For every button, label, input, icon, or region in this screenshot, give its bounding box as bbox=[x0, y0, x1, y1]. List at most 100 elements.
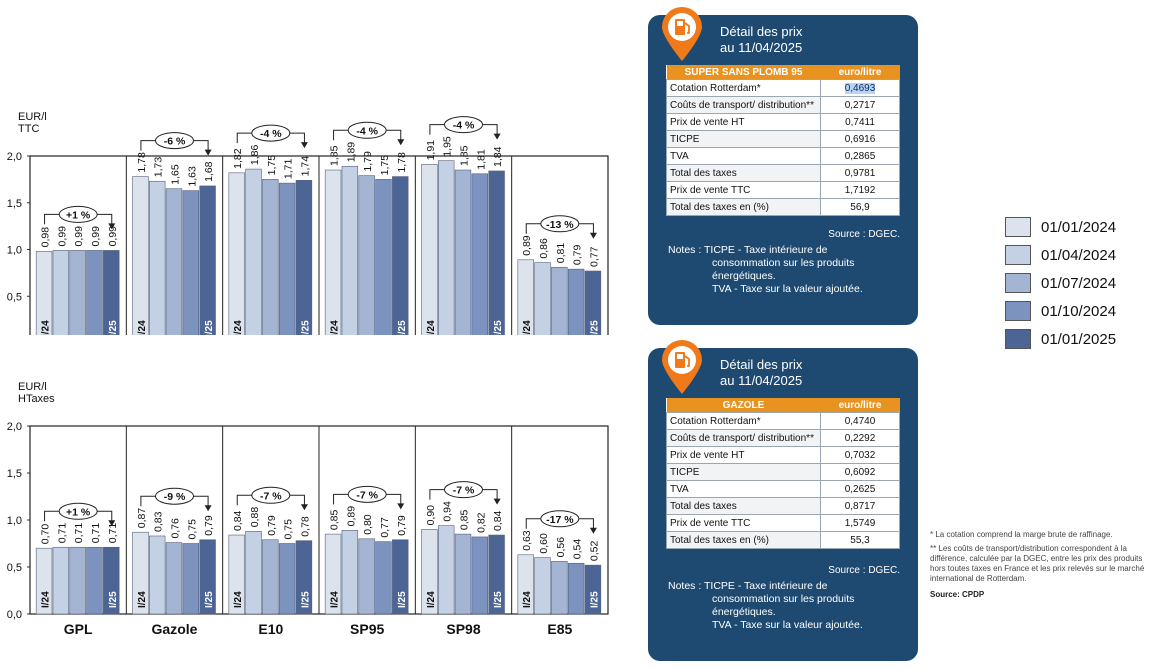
bar-value-label: 0,99 bbox=[56, 226, 68, 247]
fuel-pump-pin-icon bbox=[662, 340, 702, 394]
bar bbox=[454, 533, 472, 615]
legend: 01/01/2024 01/04/2024 01/07/2024 01/10/2… bbox=[1005, 215, 1116, 355]
bar-value-label: 0,71 bbox=[73, 523, 85, 544]
bar-period-tag: I/25 bbox=[397, 591, 408, 608]
bar-value-label: 1,81 bbox=[475, 149, 487, 170]
bar bbox=[421, 164, 438, 335]
change-badge bbox=[155, 132, 194, 150]
table-row: Prix de vente HT 0,7411 bbox=[666, 113, 900, 131]
y-tick-label: 2,0 bbox=[7, 421, 22, 433]
bar bbox=[454, 169, 472, 335]
y-tick-label: 0,0 bbox=[7, 609, 22, 621]
row-label: Prix de vente TTC bbox=[666, 181, 821, 199]
bar-period-tag: I/24 bbox=[41, 320, 52, 335]
bar bbox=[182, 190, 199, 335]
bar-value-label: 1,91 bbox=[425, 140, 437, 161]
table-row: Cotation Rotterdam* 0,4740 bbox=[666, 412, 900, 430]
bar-value-label: 0,63 bbox=[521, 530, 533, 551]
price-detail-panel-gazole: Détail des prix au 11/04/2025 GAZOLE eur… bbox=[648, 340, 918, 661]
row-label: Coûts de transport/ distribution** bbox=[666, 429, 821, 447]
bar bbox=[421, 529, 438, 615]
bar-period-tag: I/25 bbox=[397, 320, 408, 335]
price-detail-panel-sp95: Détail des prix au 11/04/2025 SUPER SANS… bbox=[648, 7, 918, 325]
row-value: 0,6916 bbox=[820, 130, 900, 148]
bar-period-tag: I/24 bbox=[330, 320, 341, 335]
legend-item: 01/10/2024 bbox=[1005, 299, 1116, 323]
bar-value-label: 1,75 bbox=[266, 155, 278, 176]
legend-swatch bbox=[1005, 301, 1031, 321]
legend-label: 01/01/2024 bbox=[1041, 218, 1117, 236]
row-label: Total des taxes en (%) bbox=[666, 198, 821, 216]
table-row: Total des taxes en (%) 56,9 bbox=[666, 198, 900, 216]
change-badge bbox=[444, 481, 483, 499]
bar-value-label: 0,88 bbox=[249, 507, 261, 528]
bar-value-label: 1,95 bbox=[442, 136, 454, 157]
bar bbox=[534, 262, 551, 335]
bar-value-label: 0,76 bbox=[170, 518, 182, 539]
table-row: Coûts de transport/ distribution** 0,2292 bbox=[666, 429, 900, 447]
row-label: TVA bbox=[666, 480, 821, 498]
bar-value-label: 0,99 bbox=[107, 226, 119, 247]
bar-value-label: 0,77 bbox=[379, 517, 391, 538]
y-tick-label: 1,5 bbox=[7, 468, 22, 480]
panel-notes: Notes : TICPE - Taxe intérieure de conso… bbox=[668, 580, 900, 632]
legend-item: 01/04/2024 bbox=[1005, 243, 1116, 267]
bar bbox=[165, 188, 183, 335]
bar-period-tag: I/25 bbox=[300, 591, 311, 608]
table-row: Prix de vente HT 0,7032 bbox=[666, 446, 900, 464]
bar-value-label: 0,75 bbox=[186, 519, 198, 540]
category-label: E10 bbox=[258, 621, 283, 637]
bar-value-label: 0,60 bbox=[538, 533, 550, 554]
row-label: Prix de vente HT bbox=[666, 113, 821, 131]
row-value: 0,2625 bbox=[820, 480, 900, 498]
bar-value-label: 0,54 bbox=[572, 539, 584, 560]
bar bbox=[199, 539, 216, 615]
bar bbox=[228, 172, 245, 335]
bar-value-label: 1,82 bbox=[232, 148, 244, 169]
bar-period-tag: I/24 bbox=[522, 591, 533, 608]
change-badge bbox=[251, 486, 291, 504]
category-label: E85 bbox=[547, 621, 572, 637]
bar bbox=[471, 173, 488, 335]
bar-value-label: 0,85 bbox=[329, 510, 341, 531]
row-label: Cotation Rotterdam* bbox=[666, 412, 821, 430]
row-value: 0,2292 bbox=[820, 429, 900, 447]
change-arrow bbox=[204, 149, 212, 156]
bar-value-label: 1,89 bbox=[345, 142, 357, 163]
row-label: Total des taxes bbox=[666, 497, 821, 515]
y-axis-label: EUR/l bbox=[18, 381, 47, 393]
bar bbox=[262, 539, 279, 615]
bar-period-tag: I/25 bbox=[589, 591, 600, 608]
change-arrow bbox=[108, 223, 116, 230]
notes-line: consommation sur les produits bbox=[712, 257, 855, 269]
change-label: -13 % bbox=[546, 219, 574, 231]
bar bbox=[199, 185, 216, 335]
highlighted-value: 0,4693 bbox=[844, 82, 876, 94]
bar bbox=[132, 531, 149, 615]
bar bbox=[132, 176, 149, 335]
change-badge bbox=[58, 502, 98, 520]
table-header-product: SUPER SANS PLOMB 95 bbox=[666, 65, 821, 80]
bar bbox=[375, 179, 392, 335]
bar bbox=[295, 180, 313, 335]
table-header-unit: euro/litre bbox=[820, 398, 900, 413]
bar-value-label: 1,71 bbox=[283, 159, 295, 180]
bar bbox=[341, 165, 359, 335]
y-tick-label: 0,5 bbox=[7, 562, 22, 574]
bar bbox=[358, 538, 375, 615]
bar-value-label: 0,84 bbox=[232, 510, 244, 531]
change-arrow bbox=[300, 504, 308, 511]
y-tick-label: 0,5 bbox=[7, 291, 22, 303]
panel-title-line2: au 11/04/2025 bbox=[720, 373, 803, 388]
bar-value-label: 0,94 bbox=[442, 501, 454, 522]
category-label: SP95 bbox=[350, 621, 384, 637]
bar bbox=[534, 557, 551, 615]
bar bbox=[103, 250, 120, 335]
panel-notes: Notes : TICPE - Taxe intérieure de conso… bbox=[668, 244, 900, 296]
bar-value-label: 0,56 bbox=[555, 537, 567, 558]
bar bbox=[471, 536, 488, 615]
bar bbox=[149, 180, 166, 335]
notes-line: TVA - Taxe sur la valeur ajoutée. bbox=[712, 283, 863, 295]
bar bbox=[567, 268, 585, 335]
bar bbox=[86, 250, 103, 335]
